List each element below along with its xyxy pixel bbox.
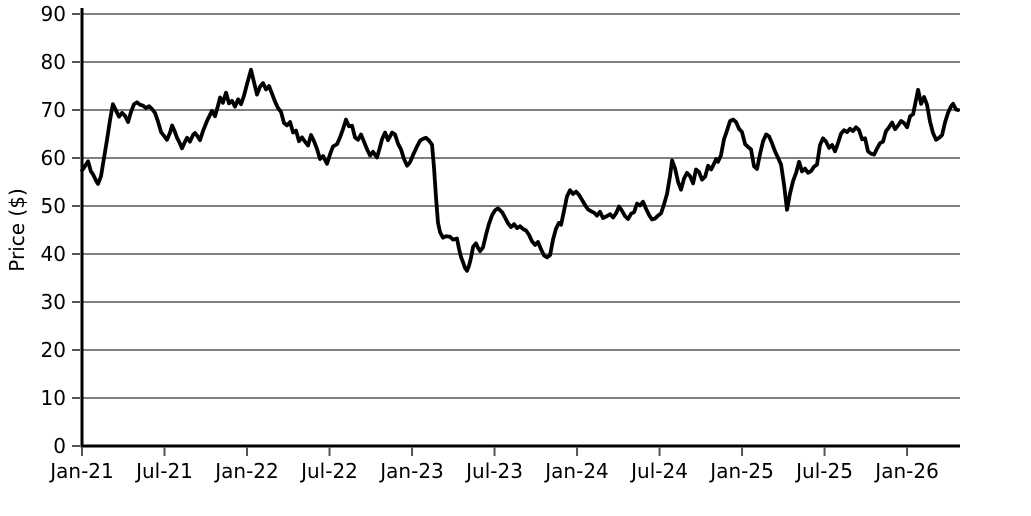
y-tick-label-60: 60 <box>41 146 66 170</box>
y-tick-label-80: 80 <box>41 50 66 74</box>
y-tick-label-50: 50 <box>41 194 66 218</box>
axes <box>80 8 960 448</box>
gridlines <box>82 13 960 399</box>
x-tick-label-Jul-21: Jul-21 <box>134 459 193 483</box>
x-tick-label-Jan-22: Jan-22 <box>213 459 279 483</box>
y-tick-label-0: 0 <box>53 434 66 458</box>
y-tick-label-30: 30 <box>41 290 66 314</box>
price-series-line <box>80 67 960 273</box>
tick-labels: 0 10 20 30 40 50 60 70 80 90 Jan-21 Jul-21 Jan-22 Jul… <box>41 2 939 483</box>
x-tick-label-Jul-23: Jul-23 <box>464 459 523 483</box>
x-tick-label-Jan-24: Jan-24 <box>543 459 609 483</box>
x-tick-label-Jul-22: Jul-22 <box>299 459 358 483</box>
y-tick-label-10: 10 <box>41 386 66 410</box>
y-axis-label: Price ($) <box>5 188 29 271</box>
tick-marks <box>72 13 909 456</box>
x-tick-label-Jan-25: Jan-25 <box>708 459 774 483</box>
x-tick-label-Jan-26: Jan-26 <box>873 459 939 483</box>
x-tick-label-Jan-21: Jan-21 <box>48 459 114 483</box>
y-tick-label-90: 90 <box>41 2 66 26</box>
x-tick-label-Jan-23: Jan-23 <box>378 459 444 483</box>
x-tick-label-Jul-25: Jul-25 <box>794 459 853 483</box>
x-tick-label-Jul-24: Jul-24 <box>629 459 688 483</box>
y-tick-label-70: 70 <box>41 98 66 122</box>
y-tick-label-40: 40 <box>41 242 66 266</box>
y-tick-label-20: 20 <box>41 338 66 362</box>
